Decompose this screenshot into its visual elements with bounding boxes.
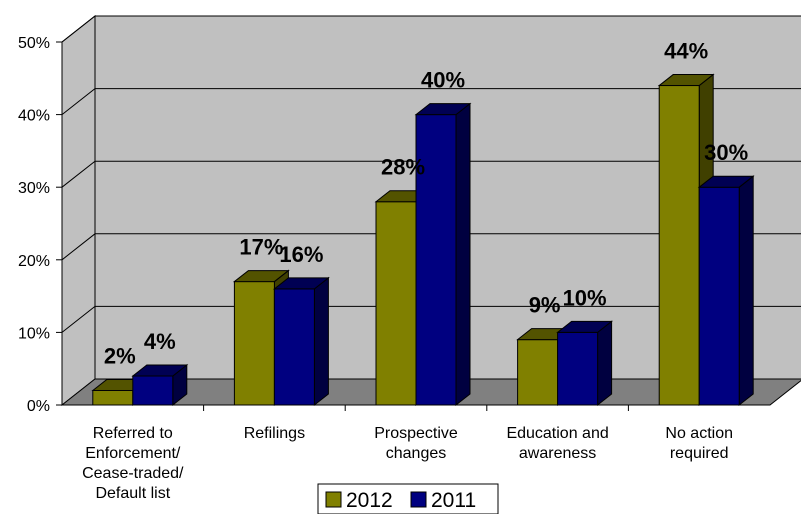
bar-front bbox=[415, 114, 457, 406]
data-label: 16% bbox=[279, 242, 323, 267]
gridline bbox=[61, 160, 801, 188]
legend: 2012 2011 bbox=[317, 483, 499, 514]
gridline bbox=[61, 15, 801, 43]
legend-label-2012: 2012 bbox=[346, 489, 393, 512]
data-label: 10% bbox=[563, 285, 607, 310]
data-label: 40% bbox=[421, 68, 465, 93]
bar-2011-3 bbox=[414, 102, 472, 407]
y-tick-label: 0% bbox=[27, 398, 50, 415]
bar-side bbox=[313, 276, 329, 407]
side-wall bbox=[61, 14, 96, 407]
category-label: Enforcement/ bbox=[85, 445, 181, 462]
data-label: 44% bbox=[664, 39, 708, 64]
legend-swatch-2012 bbox=[325, 491, 342, 508]
bar-top bbox=[272, 277, 330, 290]
category-label: Cease-traded/ bbox=[82, 465, 184, 482]
y-tick-label: 50% bbox=[18, 35, 50, 52]
gridline bbox=[61, 88, 801, 115]
bar-side bbox=[597, 320, 613, 407]
y-tick-label: 40% bbox=[18, 108, 50, 125]
data-label: 4% bbox=[144, 329, 176, 354]
x-axis: Referred to Enforcement/Cease-traded/Defa… bbox=[62, 404, 770, 502]
gridlines bbox=[61, 15, 801, 333]
y-tick-label: 10% bbox=[18, 325, 50, 342]
legend-box bbox=[317, 483, 499, 514]
bar-front bbox=[698, 186, 740, 406]
bar-top bbox=[657, 74, 715, 87]
bar-top bbox=[697, 175, 755, 188]
category-label: No action bbox=[665, 425, 733, 442]
bar-front bbox=[375, 201, 417, 406]
category-label: Default list bbox=[95, 485, 170, 502]
bar-top bbox=[131, 364, 189, 377]
bar-2011-4 bbox=[556, 320, 614, 407]
legend-swatch-2011 bbox=[410, 491, 427, 508]
bar-front bbox=[273, 288, 315, 406]
data-label: 30% bbox=[704, 140, 748, 165]
legend-label-2011: 2011 bbox=[431, 489, 476, 512]
gridline bbox=[61, 305, 801, 333]
category-label: Referred to bbox=[93, 425, 173, 442]
bar-front bbox=[658, 85, 700, 406]
category-label: required bbox=[670, 445, 729, 462]
bar-2011-1 bbox=[131, 363, 189, 407]
y-tick-label: 30% bbox=[18, 180, 50, 197]
data-labels: 2% 4% 17%16% 28% 40% 9% 10% 44% 30% bbox=[104, 39, 748, 369]
gridline bbox=[61, 233, 801, 261]
category-label: Refilings bbox=[244, 425, 305, 442]
bar-front bbox=[517, 339, 559, 406]
category-label: awareness bbox=[519, 445, 596, 462]
bar-front bbox=[557, 331, 599, 406]
bar-2011-2 bbox=[272, 276, 330, 407]
bar-top bbox=[414, 103, 472, 116]
bar-front bbox=[92, 389, 134, 406]
bar-top bbox=[232, 270, 290, 283]
category-label: changes bbox=[386, 445, 447, 462]
bar-front bbox=[132, 375, 174, 406]
bar-side bbox=[455, 102, 471, 407]
y-tick-label: 20% bbox=[18, 253, 50, 270]
data-label: 28% bbox=[381, 155, 425, 180]
category-label: Prospective bbox=[374, 425, 458, 442]
category-label: Education and bbox=[506, 425, 608, 442]
bar-front bbox=[233, 281, 275, 406]
y-axis: 0% 10% 20% 30% 40% 50% bbox=[18, 35, 63, 415]
bar-top bbox=[556, 320, 614, 333]
data-label: 17% bbox=[239, 235, 283, 260]
bar-side bbox=[738, 175, 754, 407]
bar-2011-5 bbox=[697, 175, 755, 407]
data-label: 2% bbox=[104, 343, 136, 368]
data-label: 9% bbox=[529, 293, 561, 318]
